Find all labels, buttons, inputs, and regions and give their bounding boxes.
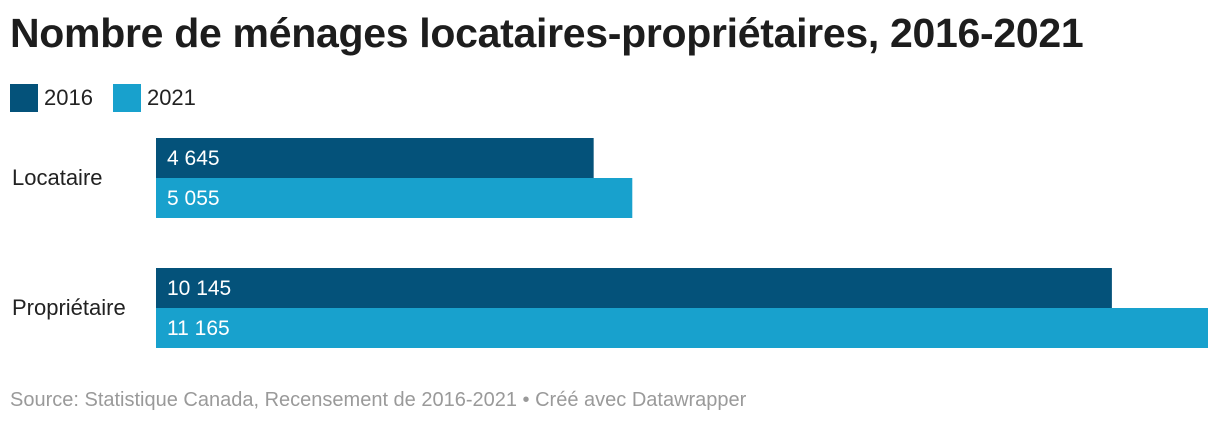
category-label-0: Locataire — [12, 165, 103, 190]
category-label-1: Propriétaire — [12, 295, 126, 320]
legend-item-2021: 2021 — [112, 84, 196, 112]
bar-2016-0 — [156, 138, 594, 178]
chart-title: Nombre de ménages locataires-propriétair… — [10, 10, 1084, 56]
legend: 2016 2021 — [10, 84, 216, 112]
value-label-2016-0: 4 645 — [167, 147, 220, 170]
legend-label-2016: 2016 — [44, 85, 93, 110]
legend-swatch-2016 — [10, 84, 38, 112]
legend-label-2021: 2021 — [146, 85, 196, 110]
legend-item-2016: 2016 — [10, 84, 93, 112]
bar-chart: Locataire 4 645 5 055 Propriétaire 10 145 11 … — [12, 138, 1208, 348]
bar-2021-0 — [156, 178, 633, 218]
value-label-2021-0: 5 055 — [167, 187, 220, 210]
value-label-2016-1: 10 145 — [167, 277, 231, 300]
bar-2021-1 — [156, 308, 1208, 348]
legend-swatch-2021 — [112, 84, 141, 112]
bar-2016-1 — [156, 268, 1112, 308]
value-label-2021-1: 11 165 — [167, 317, 230, 340]
source-note: Source: Statistique Canada, Recensement … — [10, 389, 747, 411]
